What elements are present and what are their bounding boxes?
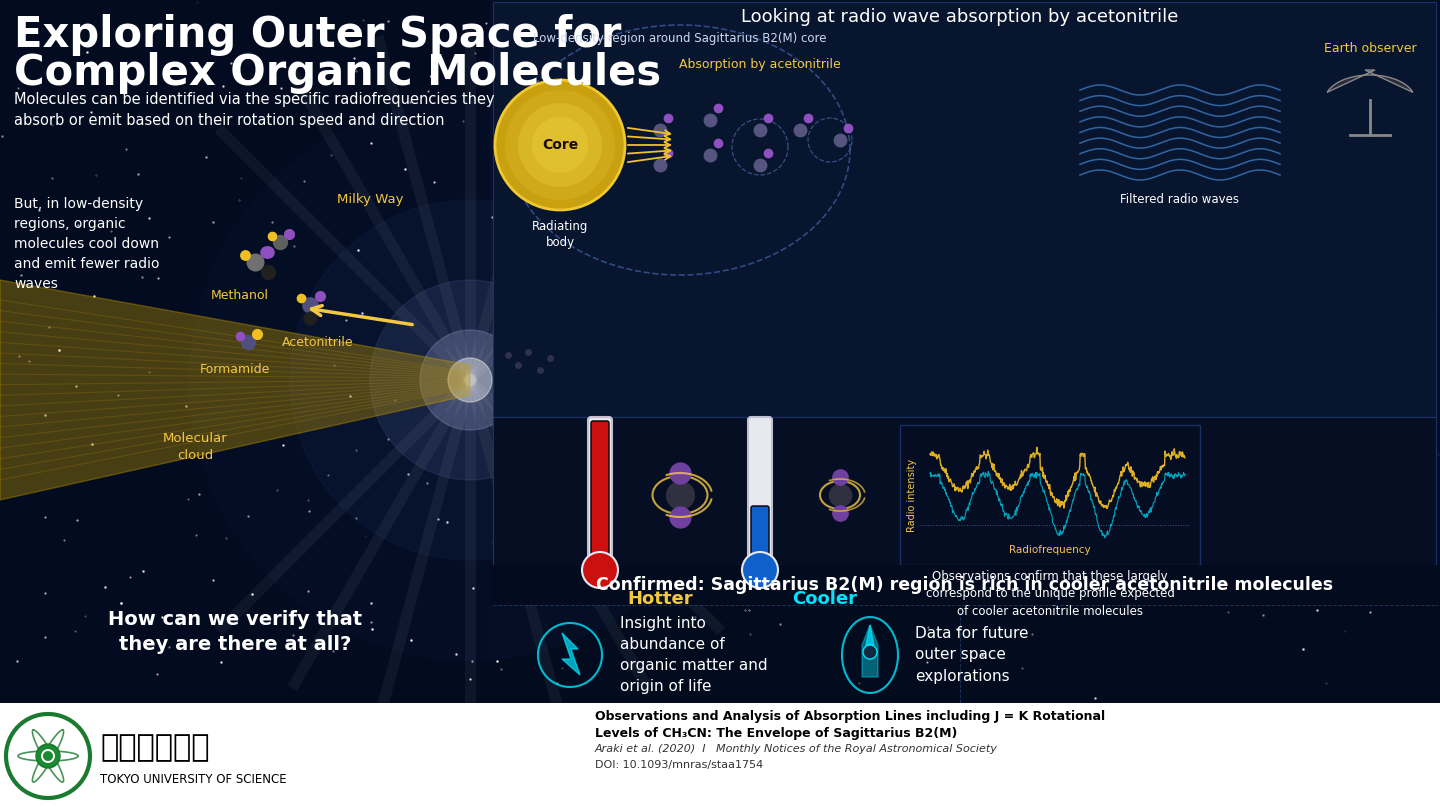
Circle shape <box>448 358 492 402</box>
Text: DOI: 10.1093/mnras/staa1754: DOI: 10.1093/mnras/staa1754 <box>595 760 763 770</box>
Text: Molecules can be identified via the specific radiofrequencies they
absorb or emi: Molecules can be identified via the spec… <box>14 92 494 128</box>
Text: Radio intensity: Radio intensity <box>907 458 917 531</box>
Bar <box>490 310 1440 590</box>
Polygon shape <box>1328 70 1413 92</box>
FancyBboxPatch shape <box>590 421 609 565</box>
Circle shape <box>370 280 570 480</box>
Text: Core: Core <box>541 138 577 152</box>
Bar <box>490 603 1440 703</box>
Circle shape <box>6 714 89 798</box>
Bar <box>0 703 1440 810</box>
Circle shape <box>505 90 615 200</box>
Bar <box>490 565 1440 603</box>
Polygon shape <box>0 280 469 500</box>
Text: Methanol: Methanol <box>212 289 269 302</box>
Text: Insight into
abundance of
organic matter and
origin of life: Insight into abundance of organic matter… <box>621 616 768 694</box>
Text: Milky Way: Milky Way <box>337 194 403 207</box>
Bar <box>490 565 1440 605</box>
Text: Confirmed: Sagittarius B2(M) region is rich in cooler acetonitrile molecules: Confirmed: Sagittarius B2(M) region is r… <box>596 576 1333 594</box>
Text: Exploring Outer Space for: Exploring Outer Space for <box>14 14 622 56</box>
FancyBboxPatch shape <box>752 506 769 565</box>
Text: But, in low-density
regions, organic
molecules cool down
and emit fewer radio
wa: But, in low-density regions, organic mol… <box>14 197 160 292</box>
FancyBboxPatch shape <box>747 417 772 568</box>
Text: Observations confirm that these largely
correspond to the unique profile expecte: Observations confirm that these largely … <box>926 570 1175 618</box>
Circle shape <box>289 200 649 560</box>
Circle shape <box>742 552 778 588</box>
Text: Molecular
cloud: Molecular cloud <box>163 432 228 462</box>
Text: Absorption by acetonitrile: Absorption by acetonitrile <box>680 58 841 71</box>
Polygon shape <box>865 625 874 645</box>
Circle shape <box>40 749 55 763</box>
Text: Acetonitrile: Acetonitrile <box>282 336 354 349</box>
Text: Cooler: Cooler <box>792 590 857 608</box>
Text: How can we verify that
they are there at all?: How can we verify that they are there at… <box>108 610 361 654</box>
Text: Araki et al. (2020)  I   Monthly Notices of the Royal Astronomical Society: Araki et al. (2020) I Monthly Notices of… <box>595 744 998 754</box>
Text: Filtered radio waves: Filtered radio waves <box>1120 193 1240 206</box>
Text: Observations and Analysis of Absorption Lines including J = K Rotational
Levels : Observations and Analysis of Absorption … <box>595 710 1104 740</box>
Circle shape <box>43 751 53 761</box>
Bar <box>492 2 1436 417</box>
Bar <box>490 0 1440 420</box>
Text: Formamide: Formamide <box>200 363 271 376</box>
Text: Low-density region around Sagittarius B2(M) core: Low-density region around Sagittarius B2… <box>533 32 827 45</box>
Circle shape <box>518 103 602 187</box>
Text: 東京理科大学: 東京理科大学 <box>99 733 209 762</box>
Circle shape <box>582 552 618 588</box>
Circle shape <box>36 744 60 768</box>
Polygon shape <box>562 633 580 675</box>
Text: Complex Organic Molecules: Complex Organic Molecules <box>14 52 661 94</box>
Text: Data for future
outer space
explorations: Data for future outer space explorations <box>914 626 1028 684</box>
Circle shape <box>420 330 520 430</box>
Text: Hotter: Hotter <box>628 590 693 608</box>
Text: Looking at radio wave absorption by acetonitrile: Looking at radio wave absorption by acet… <box>742 8 1179 26</box>
Circle shape <box>495 80 625 210</box>
Text: Earth observer: Earth observer <box>1323 42 1417 55</box>
Text: TOKYO UNIVERSITY OF SCIENCE: TOKYO UNIVERSITY OF SCIENCE <box>99 773 287 786</box>
Circle shape <box>863 645 877 659</box>
Polygon shape <box>0 280 469 500</box>
Circle shape <box>531 117 588 173</box>
Polygon shape <box>863 625 878 677</box>
Text: Radiofrequency: Radiofrequency <box>1009 545 1092 555</box>
Bar <box>492 417 1436 595</box>
Bar <box>900 425 1200 565</box>
Text: Radiating
body: Radiating body <box>531 220 588 249</box>
FancyBboxPatch shape <box>588 417 612 568</box>
